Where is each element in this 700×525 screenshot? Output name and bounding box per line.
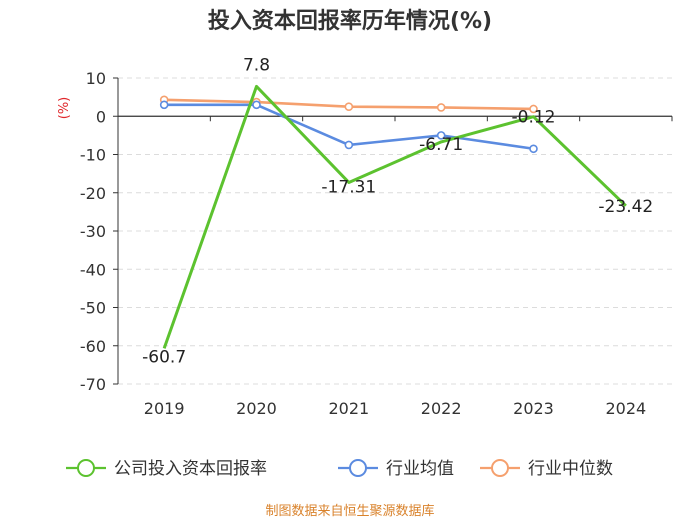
legend-label[interactable]: 行业中位数 [528,459,613,479]
x-tick-label: 2019 [144,399,185,418]
y-tick-label: -40 [80,260,106,279]
legend-swatch-marker [491,459,509,477]
series-point-1 [436,131,446,140]
series-point-1 [529,144,538,154]
data-label: 7.8 [243,55,270,75]
legend-label[interactable]: 行业均值 [386,459,454,479]
y-tick-label: 10 [86,69,106,88]
data-label: -60.7 [142,347,186,367]
series-point-1 [159,100,169,110]
series-point-2 [344,102,354,111]
data-label: -17.31 [321,177,376,197]
y-tick-label: 0 [96,107,106,126]
x-tick-label: 2020 [236,399,277,418]
y-axis-label: (%) [57,97,72,120]
series-line-0 [162,84,627,349]
x-tick-label: 2024 [605,399,646,418]
x-tick-label: 2022 [421,399,462,418]
series-point-2 [529,104,538,114]
y-tick-label: -30 [80,222,106,241]
x-tick-label: 2021 [328,399,369,418]
y-tick-label: -60 [80,337,106,356]
x-tick-label: 2023 [513,399,554,418]
data-label: -23.42 [598,197,653,217]
y-tick-label: -20 [80,184,106,203]
legend-label[interactable]: 公司投入资本回报率 [114,459,267,479]
source-note: 制图数据来自恒生聚源数据库 [265,503,434,519]
data-label: -6.71 [419,135,463,155]
y-tick-label: -70 [80,375,106,394]
series-point-1 [252,100,261,110]
legend-swatch-marker [349,459,367,477]
chart-title: 投入资本回报率历年情况(%) [208,8,492,34]
y-tick-label: -10 [80,146,106,165]
data-label: -0.12 [512,108,556,128]
y-tick-label: -50 [80,299,106,318]
series-point-1 [344,140,354,150]
series-point-2 [436,103,446,112]
legend-swatch-marker [77,459,95,477]
